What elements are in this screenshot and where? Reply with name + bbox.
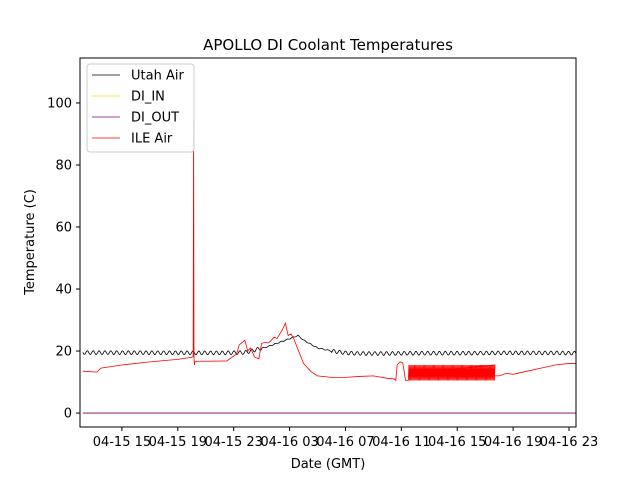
- y-tick-label: 40: [55, 283, 72, 298]
- x-tick-label: 04-15 23: [204, 435, 262, 450]
- series-line-ile-air: [82, 120, 576, 382]
- y-axis-label: Temperature (C): [23, 189, 38, 296]
- y-tick-label: 0: [64, 407, 72, 422]
- legend-label-ile-air: ILE Air: [131, 132, 173, 147]
- legend-label-di-out: DI_OUT: [131, 111, 179, 126]
- series-layer: [82, 120, 576, 414]
- legend-label-di-in: DI_IN: [131, 90, 165, 105]
- legend-label-utah-air: Utah Air: [131, 69, 184, 84]
- plot-area: [79, 57, 577, 428]
- x-tick-label: 04-16 03: [260, 435, 318, 450]
- x-axis-label: Date (GMT): [291, 457, 366, 472]
- x-tick-label: 04-16 11: [372, 435, 430, 450]
- series-line-utah-air: [82, 334, 576, 356]
- y-tick-label: 100: [47, 96, 72, 111]
- x-tick-label: 04-16 23: [540, 435, 598, 450]
- legend: Utah Air DI_IN DI_OUT ILE Air: [86, 63, 195, 153]
- axes-frame: [79, 57, 577, 428]
- y-tick-label: 20: [55, 345, 72, 360]
- chart-title: APOLLO DI Coolant Temperatures: [203, 36, 453, 54]
- y-axis-ticks: 0 20 40 60 80 100: [47, 96, 80, 422]
- x-tick-label: 04-16 07: [316, 435, 374, 450]
- y-tick-label: 60: [55, 220, 72, 235]
- x-tick-label: 04-16 19: [484, 435, 542, 450]
- legend-box: [86, 63, 195, 153]
- x-tick-label: 04-15 19: [149, 435, 207, 450]
- x-tick-label: 04-16 15: [428, 435, 486, 450]
- x-tick-label: 04-15 15: [93, 435, 151, 450]
- y-tick-label: 80: [55, 158, 72, 173]
